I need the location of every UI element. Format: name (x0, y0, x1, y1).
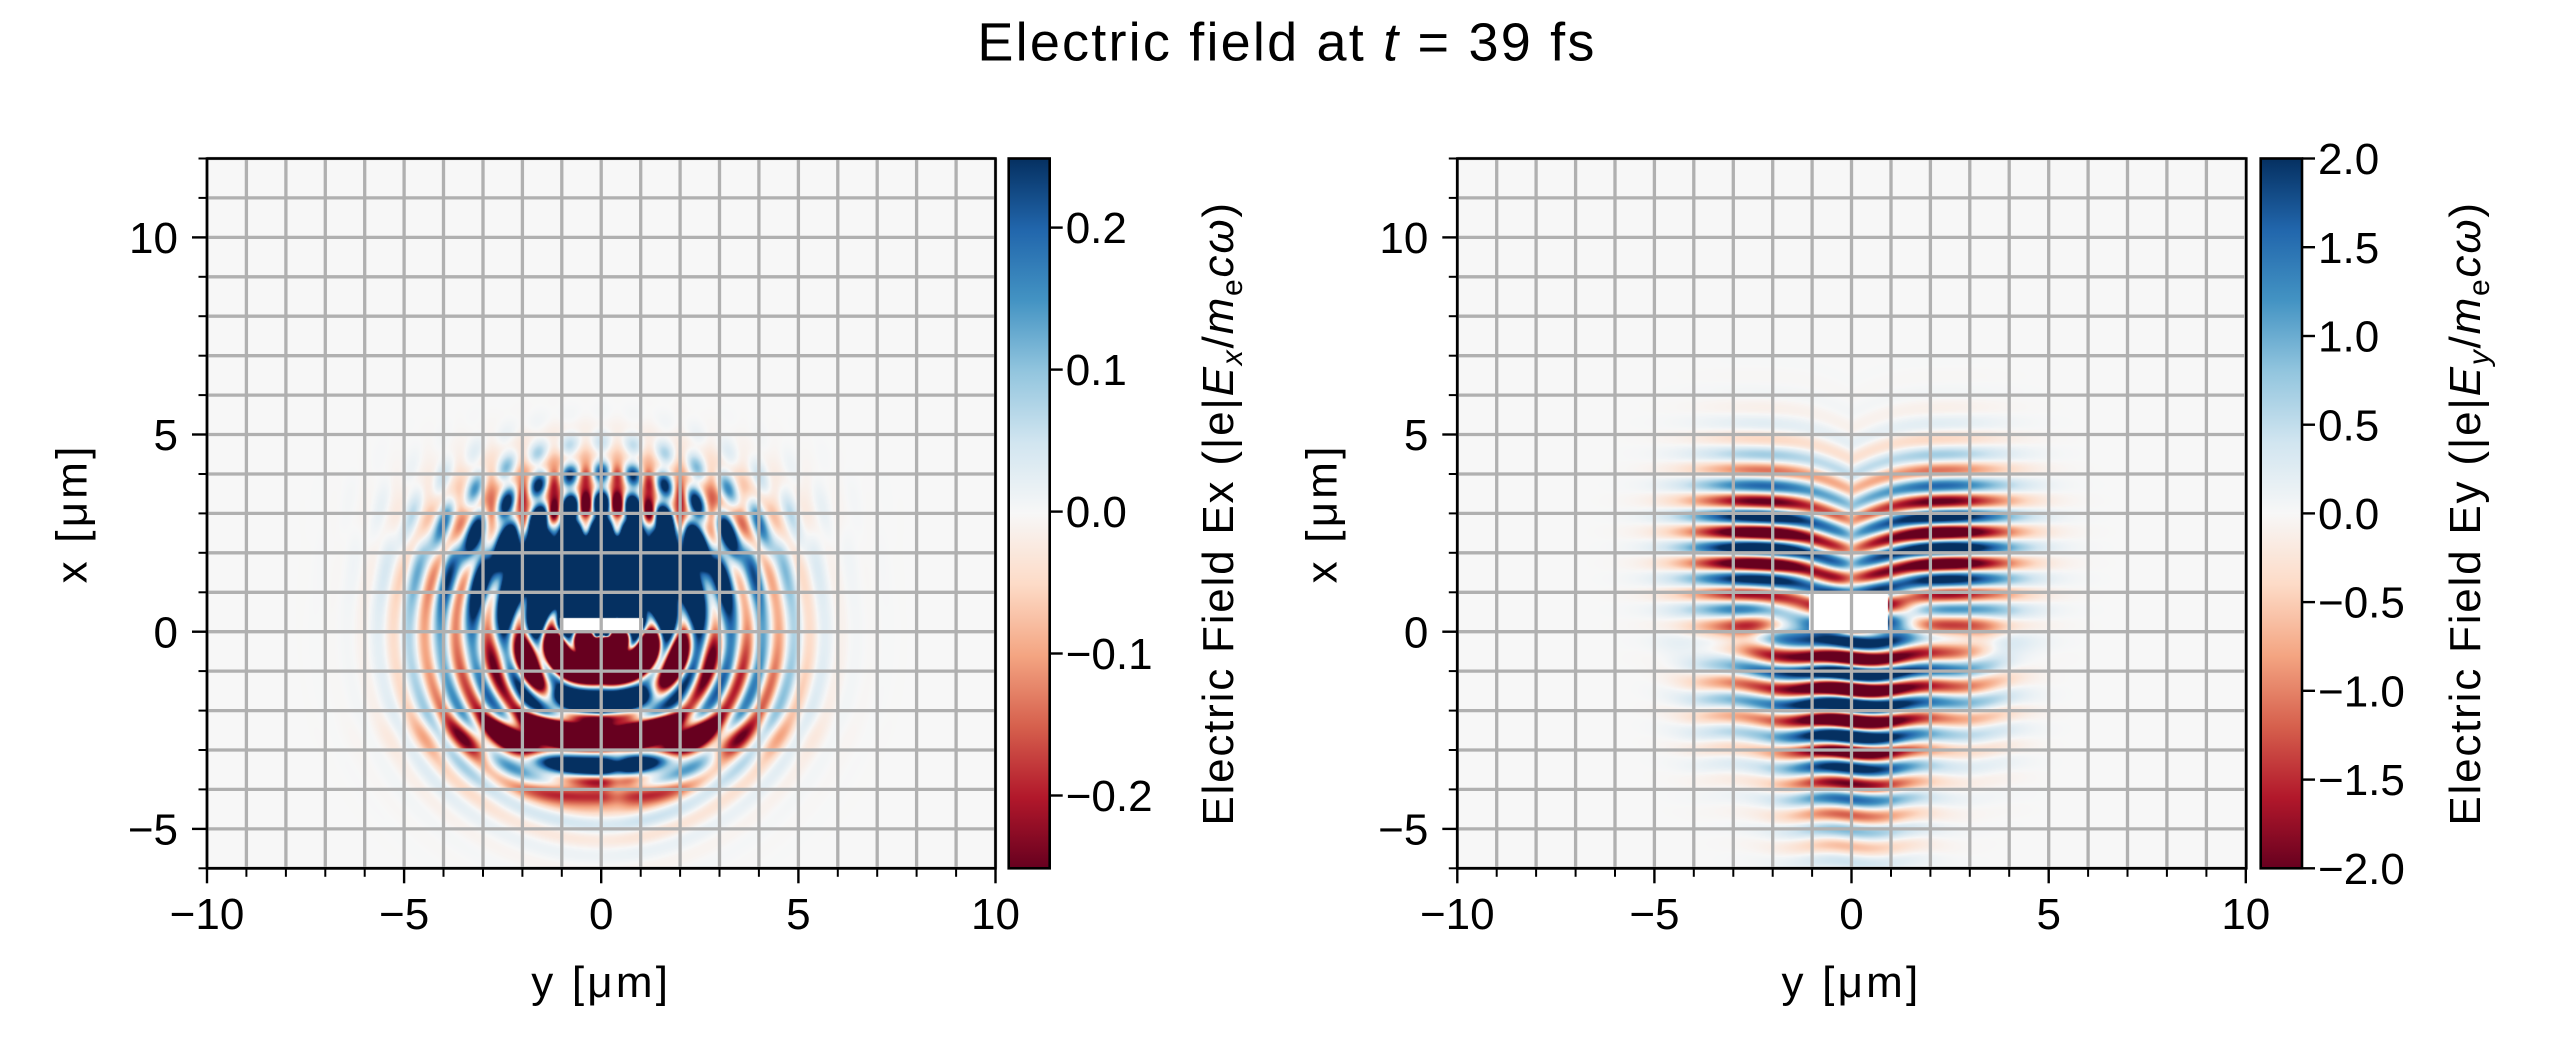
svg-text:−5: −5 (379, 890, 429, 939)
svg-text:−5: −5 (128, 806, 178, 855)
svg-text:−5: −5 (1629, 890, 1679, 939)
svg-text:10: 10 (1379, 214, 1428, 263)
svg-text:5: 5 (786, 890, 810, 939)
svg-text:−1.0: −1.0 (2318, 667, 2405, 716)
svg-text:−0.2: −0.2 (1066, 772, 1153, 821)
svg-text:5: 5 (1404, 411, 1428, 460)
svg-text:0.0: 0.0 (1066, 488, 1127, 537)
svg-text:10: 10 (2221, 890, 2270, 939)
svg-text:y [μm]: y [μm] (1782, 958, 1922, 1007)
svg-text:5: 5 (154, 411, 178, 460)
svg-text:−5: −5 (1378, 806, 1428, 855)
svg-text:1.5: 1.5 (2318, 224, 2379, 273)
svg-text:−1.5: −1.5 (2318, 756, 2405, 805)
svg-text:10: 10 (971, 890, 1020, 939)
svg-text:0: 0 (1839, 890, 1863, 939)
svg-text:−10: −10 (1420, 890, 1495, 939)
svg-text:1.0: 1.0 (2318, 313, 2379, 362)
svg-text:Electric field at t = 39 fs: Electric field at t = 39 fs (977, 13, 1596, 73)
svg-text:0.5: 0.5 (2318, 401, 2379, 450)
svg-text:x [μm]: x [μm] (1298, 443, 1347, 583)
svg-text:0: 0 (1404, 608, 1428, 657)
svg-text:Electric Field Ex (|e|Ex/mecω): Electric Field Ex (|e|Ex/mecω) (1194, 201, 1249, 826)
svg-text:0.0: 0.0 (2318, 490, 2379, 539)
svg-text:−0.1: −0.1 (1066, 630, 1153, 679)
svg-text:0.2: 0.2 (1066, 204, 1127, 253)
svg-text:5: 5 (2036, 890, 2060, 939)
svg-text:−2.0: −2.0 (2318, 845, 2405, 894)
svg-text:y [μm]: y [μm] (531, 958, 671, 1007)
svg-text:0.1: 0.1 (1066, 346, 1127, 395)
svg-text:−0.5: −0.5 (2318, 579, 2405, 628)
svg-text:10: 10 (129, 214, 178, 263)
svg-text:0: 0 (154, 608, 178, 657)
svg-text:−10: −10 (170, 890, 245, 939)
svg-text:Electric Field Ey (|e|Ey/mecω): Electric Field Ey (|e|Ey/mecω) (2441, 201, 2496, 826)
svg-text:2.0: 2.0 (2318, 135, 2379, 184)
svg-text:x [μm]: x [μm] (47, 443, 96, 583)
svg-text:0: 0 (589, 890, 613, 939)
